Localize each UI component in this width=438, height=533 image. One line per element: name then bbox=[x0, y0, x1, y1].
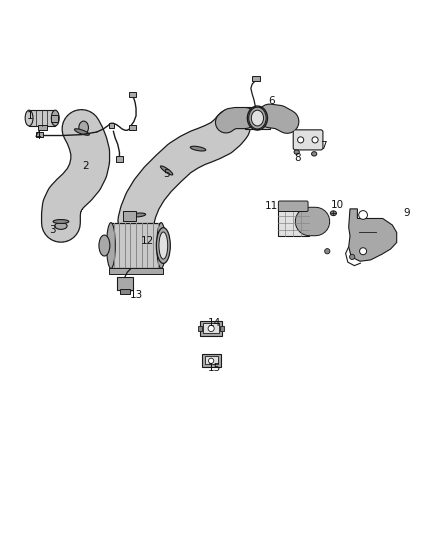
Circle shape bbox=[297, 137, 304, 143]
Circle shape bbox=[208, 358, 214, 364]
Ellipse shape bbox=[159, 232, 168, 259]
Bar bbox=[220, 326, 224, 330]
Text: 14: 14 bbox=[208, 318, 221, 328]
Text: 3: 3 bbox=[49, 225, 56, 235]
Ellipse shape bbox=[311, 152, 317, 156]
Bar bbox=[278, 209, 309, 236]
Bar bbox=[117, 277, 133, 289]
Text: 12: 12 bbox=[140, 236, 154, 246]
Bar bbox=[203, 323, 219, 333]
Text: 5: 5 bbox=[163, 169, 170, 179]
Bar bbox=[116, 157, 123, 161]
Bar bbox=[124, 211, 136, 221]
Text: 10: 10 bbox=[330, 200, 343, 211]
FancyBboxPatch shape bbox=[279, 201, 308, 212]
Circle shape bbox=[208, 326, 214, 332]
Ellipse shape bbox=[190, 146, 206, 151]
Ellipse shape bbox=[99, 235, 110, 256]
Bar bbox=[245, 107, 270, 129]
Bar bbox=[129, 92, 136, 97]
Ellipse shape bbox=[131, 213, 145, 217]
Ellipse shape bbox=[51, 110, 59, 126]
Circle shape bbox=[312, 137, 318, 143]
Text: 7: 7 bbox=[321, 141, 327, 151]
Ellipse shape bbox=[251, 110, 264, 126]
Bar bbox=[129, 125, 136, 130]
Circle shape bbox=[350, 254, 355, 260]
Circle shape bbox=[325, 248, 330, 254]
Text: 9: 9 bbox=[403, 208, 410, 218]
Ellipse shape bbox=[53, 220, 69, 223]
Ellipse shape bbox=[294, 150, 299, 154]
Bar bbox=[36, 132, 43, 138]
Text: 4: 4 bbox=[35, 132, 41, 141]
Bar bbox=[198, 326, 202, 330]
Ellipse shape bbox=[249, 107, 266, 129]
Ellipse shape bbox=[25, 110, 33, 126]
Text: 8: 8 bbox=[294, 153, 301, 163]
FancyBboxPatch shape bbox=[293, 130, 323, 150]
Circle shape bbox=[359, 211, 367, 220]
Bar bbox=[51, 115, 58, 122]
Bar bbox=[109, 268, 163, 274]
Text: 6: 6 bbox=[268, 96, 275, 107]
Bar bbox=[201, 354, 221, 367]
Ellipse shape bbox=[157, 223, 166, 269]
Text: 15: 15 bbox=[208, 363, 221, 373]
Circle shape bbox=[360, 248, 367, 255]
Bar bbox=[252, 76, 260, 81]
Bar bbox=[109, 123, 114, 128]
Ellipse shape bbox=[79, 121, 88, 134]
Bar bbox=[29, 110, 55, 126]
Bar bbox=[111, 223, 161, 269]
Ellipse shape bbox=[74, 129, 89, 135]
Bar bbox=[120, 289, 131, 294]
Bar bbox=[205, 356, 218, 364]
Text: 11: 11 bbox=[265, 201, 278, 211]
Bar bbox=[38, 125, 47, 130]
Ellipse shape bbox=[160, 166, 173, 175]
Text: 1: 1 bbox=[27, 111, 34, 121]
Ellipse shape bbox=[106, 223, 115, 269]
Polygon shape bbox=[349, 209, 397, 261]
Ellipse shape bbox=[156, 228, 170, 263]
Text: 2: 2 bbox=[82, 161, 89, 171]
Text: 13: 13 bbox=[129, 290, 143, 300]
Ellipse shape bbox=[55, 222, 67, 229]
Bar bbox=[200, 321, 222, 336]
Ellipse shape bbox=[330, 211, 336, 216]
